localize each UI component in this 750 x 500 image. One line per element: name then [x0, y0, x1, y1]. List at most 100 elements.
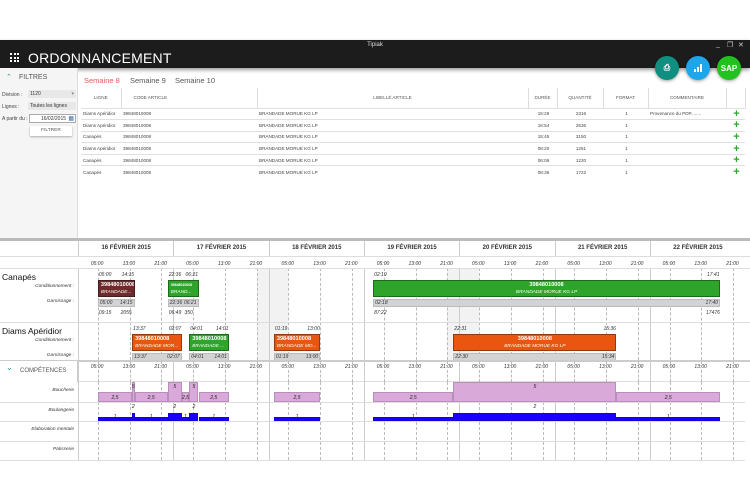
tab-semaine-9[interactable]: Semaine 9 [130, 76, 166, 85]
garnissage-bar[interactable]: 05:00 14:15 [97, 299, 135, 307]
competence-load-bar[interactable] [453, 413, 617, 421]
add-icon[interactable]: + [726, 142, 745, 155]
col-ligne[interactable]: LIGNE [81, 88, 122, 108]
add-icon[interactable]: + [726, 119, 745, 132]
day-header: 20 FÉVRIER 2015 [459, 241, 554, 256]
filter-button[interactable]: FILTRER [30, 126, 72, 136]
minimize-button[interactable]: _ [716, 41, 720, 48]
competence-load-bar[interactable] [167, 413, 182, 421]
competence-load-bar[interactable] [373, 391, 454, 402]
lignes-select[interactable]: Toutes les lignes [28, 102, 76, 110]
header-divider [0, 256, 750, 257]
add-icon[interactable]: + [726, 107, 745, 120]
table-row[interactable]: Canapés 39848010008 BRANDADE MORUE KG LP 15… [81, 130, 745, 143]
hour-gridline [351, 361, 353, 382]
table-row[interactable]: Diams Apéridior 39848010008 BRANDADE MORUE… [81, 107, 745, 120]
production-bar[interactable]: 39848010008 BRANDADE ... [189, 334, 229, 351]
table-row[interactable]: Diams Apéridior 39848010008 BRANDADE MORUE… [81, 119, 745, 132]
hour-gridline [224, 361, 226, 382]
row-divider [0, 460, 745, 461]
print-button[interactable]: ⎙ [655, 56, 679, 80]
table-row[interactable]: Diams Apéridior 39848010008 BRANDADE MORUE… [81, 142, 745, 155]
hour-label: 05:00 [567, 364, 580, 370]
add-icon[interactable]: + [726, 130, 745, 143]
competence-load-bar[interactable] [616, 417, 720, 421]
competence-load-bar[interactable] [132, 382, 135, 402]
chart-button[interactable] [686, 56, 710, 80]
day-divider [363, 268, 365, 360]
competence-load-bar[interactable] [373, 417, 454, 421]
hour-label: 21:00 [726, 364, 739, 370]
add-icon[interactable]: + [726, 153, 745, 166]
add-icon[interactable]: + [726, 165, 745, 178]
cond-start-time: 13:37 [133, 326, 146, 332]
production-bar[interactable]: 39848010008 BRANDADE MOR... [132, 334, 182, 351]
cell-format: 1 [603, 153, 648, 166]
hour-gridline [510, 268, 512, 360]
hour-label: 21:00 [154, 364, 167, 370]
close-button[interactable]: ✕ [738, 42, 744, 49]
competence-load-bar[interactable] [97, 391, 133, 402]
tab-semaine-8[interactable]: Semaine 8 [84, 76, 120, 85]
table-row[interactable]: Canapés 39848010008 BRANDADE MORUE KG LP 08… [81, 165, 745, 178]
cell-libelle: BRANDADE MORUE KG LP [257, 130, 528, 143]
division-select[interactable]: 1120 ▾ [28, 90, 76, 98]
hour-label: 05:00 [376, 261, 390, 267]
competence-load-bar[interactable] [134, 417, 168, 421]
competence-load-bar[interactable] [134, 391, 168, 402]
apps-grid-icon[interactable] [10, 53, 19, 62]
competence-load-bar[interactable] [198, 417, 229, 421]
competence-load-bar[interactable] [167, 382, 182, 402]
competence-load-bar[interactable] [273, 417, 321, 421]
competence-load-bar[interactable] [97, 417, 133, 421]
competence-load-value: 1 [411, 414, 415, 420]
expand-competences-icon[interactable]: ⌄ [6, 363, 13, 372]
competence-load-value: 5 [173, 384, 177, 390]
table-row[interactable]: Canapés 39848010008 BRANDADE MORUE KG LP 06… [81, 153, 745, 166]
competence-load-bar[interactable] [189, 413, 199, 421]
col-libelle[interactable]: LIBELLÉ ARTICLE [257, 88, 529, 108]
production-bar[interactable]: 39848010008 BRAND... [167, 280, 199, 297]
competence-load-bar[interactable] [181, 391, 190, 402]
hour-label: 05:00 [90, 364, 104, 370]
competence-load-bar[interactable] [132, 413, 135, 421]
competence-load-bar[interactable] [181, 417, 190, 421]
bar-quantity: 350 [184, 310, 193, 316]
lignes-label: Lignes : [2, 104, 20, 110]
col-format[interactable]: FORMAT [603, 88, 649, 108]
competence-load-bar[interactable] [198, 391, 229, 402]
cell-commentaire [648, 119, 726, 132]
cond-start-time: 02:19 [374, 272, 387, 278]
competence-load-bar[interactable] [616, 391, 720, 402]
date-input[interactable]: 16/02/2015 ▦ [29, 114, 76, 123]
tab-semaine-10[interactable]: Semaine 10 [175, 76, 216, 85]
cell-code: 39848010008 [121, 119, 257, 132]
competence-load-bar[interactable] [273, 391, 321, 402]
garnissage-bar[interactable]: 02:18 17:40 [373, 299, 720, 307]
hour-label: 05:00 [281, 261, 294, 267]
production-bar[interactable]: 39848010008 BRANDADE... [97, 280, 135, 297]
col-code[interactable]: CODE ARTICLE [121, 88, 258, 108]
col-quantite[interactable]: QUANTITÉ [557, 88, 604, 108]
hour-label: 13:00 [122, 261, 136, 267]
competence-label: Patisserie [52, 446, 74, 452]
production-bar[interactable]: 39848010008 BRANDADE MORUE KG LP [373, 280, 720, 297]
calendar-icon[interactable]: ▦ [68, 116, 74, 122]
hour-label: 13:00 [408, 261, 422, 267]
competence-load-bar[interactable] [453, 382, 617, 402]
competence-load-bar[interactable] [189, 382, 199, 402]
hour-gridline [97, 361, 99, 382]
splitter[interactable] [0, 238, 750, 241]
sap-button[interactable]: SAP [717, 56, 741, 80]
col-commentaire[interactable]: COMMENTAIRE [648, 88, 727, 108]
hour-label: 05:00 [662, 261, 676, 267]
col-duree[interactable]: DURÉE [528, 88, 558, 108]
hour-gridline [288, 268, 290, 360]
production-bar[interactable]: 39848010008 BRANDADE MORUE KG LP [453, 334, 617, 351]
collapse-filters-icon[interactable]: ⌃ [6, 74, 12, 81]
chevron-down-icon: ▾ [71, 91, 74, 97]
maximize-button[interactable]: ❐ [727, 42, 734, 49]
production-bar[interactable]: 39848010008 BRANDADE MO... [273, 334, 321, 351]
cell-commentaire [648, 142, 726, 155]
garnissage-bar[interactable]: 22:36 06:21 [167, 299, 199, 307]
